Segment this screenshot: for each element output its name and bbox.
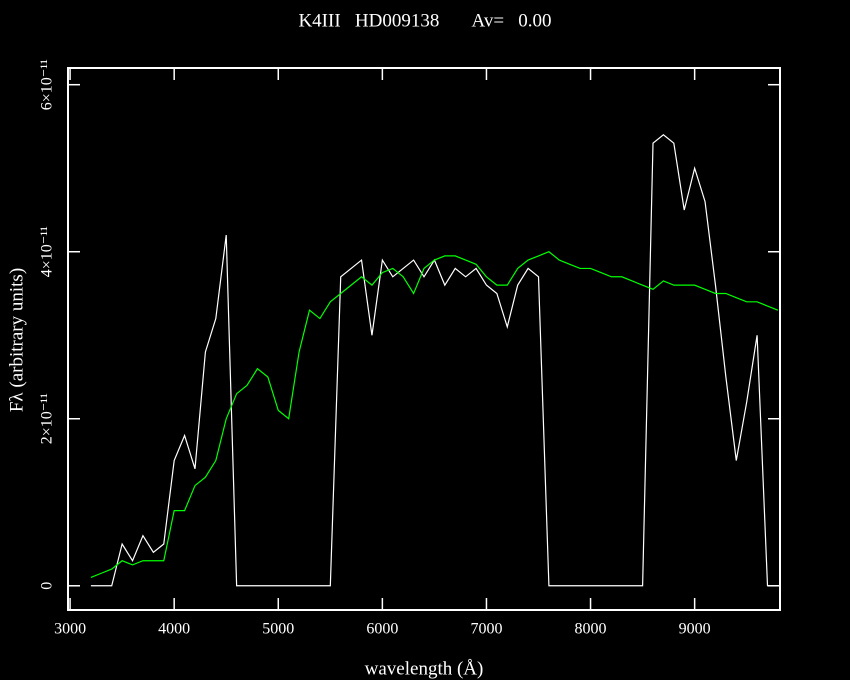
plot-frame	[67, 67, 781, 611]
y-tick-label: 0	[39, 582, 56, 590]
x-tick-label: 8000	[575, 621, 607, 638]
y-tick-label: 4×10⁻¹¹	[39, 226, 56, 277]
y-axis-label: Fλ (arbitrary units)	[6, 268, 27, 412]
x-axis-label: wavelength (Å)	[365, 658, 484, 679]
y-tick-label: 2×10⁻¹¹	[39, 393, 56, 444]
chart-title: K4III HD009138 Av= 0.00	[298, 10, 551, 31]
y-tick-label: 6×10⁻¹¹	[39, 59, 56, 110]
x-tick-label: 4000	[158, 621, 190, 638]
spectrum-line	[90, 251, 779, 578]
x-tick-label: 6000	[366, 621, 398, 638]
x-tick-label: 3000	[54, 621, 86, 638]
x-tick-label: 9000	[679, 621, 711, 638]
spectrum-line	[90, 134, 778, 587]
x-tick-label: 5000	[262, 621, 294, 638]
x-tick-label: 7000	[470, 621, 502, 638]
